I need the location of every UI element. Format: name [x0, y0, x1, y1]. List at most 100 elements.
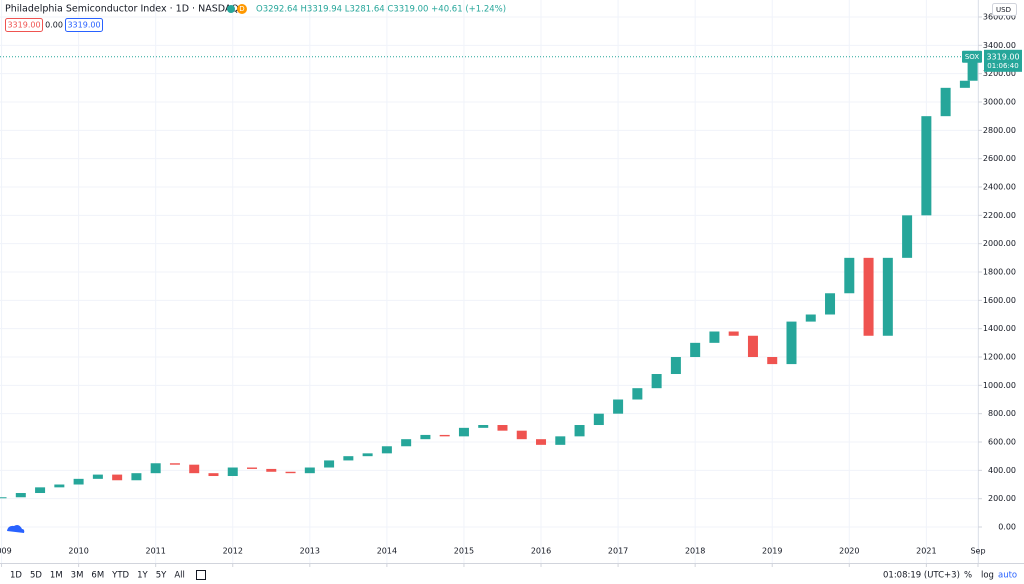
y-tick-label: 2000.00: [983, 239, 1016, 248]
range-button[interactable]: 5Y: [156, 571, 167, 581]
clock: 01:08:19 (UTC+3): [883, 571, 960, 581]
candle: [593, 413, 604, 426]
price-tag: [984, 49, 1022, 72]
candle: [844, 257, 855, 294]
range-button[interactable]: 5D: [30, 571, 42, 581]
y-tick-label: 1400.00: [983, 324, 1016, 333]
candle: [825, 293, 836, 315]
currency-button[interactable]: [992, 3, 1017, 16]
candle: [266, 468, 277, 472]
range-button[interactable]: 3M: [71, 571, 84, 581]
symbol-title: Philadelphia Semiconductor Index · 1D · …: [5, 4, 239, 15]
x-tick-label: 2011: [145, 547, 165, 556]
candle: [285, 471, 296, 474]
candle: [150, 463, 161, 474]
y-tick-label: 3000.00: [983, 98, 1016, 107]
range-button[interactable]: YTD: [111, 571, 129, 581]
candle: [15, 493, 26, 498]
candle: [536, 439, 547, 445]
y-tick-label: 1200.00: [983, 353, 1016, 362]
range-button[interactable]: 1M: [50, 571, 63, 581]
candle: [786, 321, 797, 365]
candle: [805, 314, 816, 322]
x-tick-label: Sep: [970, 547, 985, 556]
ohlc: O3292.64 H3319.94 L3281.64 C3319.00 +40.…: [256, 5, 506, 15]
x-tick-label: 2010: [68, 547, 88, 556]
candle: [362, 453, 373, 457]
candles: [0, 56, 978, 499]
badge: [237, 4, 247, 14]
x-tick-label: 2012: [223, 547, 243, 556]
candle: [709, 331, 720, 343]
status-dot: [227, 5, 235, 13]
log-toggle[interactable]: log: [981, 571, 994, 581]
x-tick-label: 2018: [685, 547, 705, 556]
candle: [632, 388, 643, 400]
y-tick-label: 3200.00: [983, 69, 1016, 78]
y-tick-label: 2600.00: [983, 154, 1016, 163]
y-tick-label: 400.00: [988, 466, 1016, 475]
y-tick-label: 1800.00: [983, 268, 1016, 277]
candle: [247, 467, 258, 469]
price-tag-value: 3319.00: [986, 52, 1019, 61]
candle: [555, 436, 566, 445]
y-tick-label: 200.00: [988, 494, 1016, 503]
y-tick-label: 600.00: [988, 438, 1016, 447]
candle: [169, 463, 180, 465]
candle: [189, 464, 200, 474]
footer: 01:08:19 (UTC+3) % log auto 1D 5D 1M 3M 6M YT…: [10, 570, 1017, 581]
candle: [478, 425, 489, 428]
candle: [516, 430, 527, 440]
range-button[interactable]: 6M: [91, 571, 104, 581]
candle: [967, 56, 978, 81]
auto-toggle[interactable]: auto: [998, 571, 1017, 581]
candle: [420, 434, 431, 440]
candle: [921, 116, 932, 216]
range-button[interactable]: All: [174, 571, 185, 581]
candle: [670, 357, 681, 375]
sell-button[interactable]: [5, 18, 43, 32]
candle: [959, 80, 970, 88]
logo: [7, 525, 25, 533]
range-button[interactable]: 1Y: [137, 571, 148, 581]
x-tick-label: 2009: [0, 547, 12, 556]
y-tick-label: 1600.00: [983, 296, 1016, 305]
candle: [35, 487, 46, 494]
candle: [940, 87, 951, 117]
buy-price[interactable]: 3319.00: [67, 21, 100, 30]
candle: [208, 473, 219, 477]
date-range-icon[interactable]: [196, 570, 206, 580]
x-tick-label: 2021: [916, 547, 936, 556]
candle: [574, 425, 585, 437]
y-tick-label: 2800.00: [983, 126, 1016, 135]
candle: [73, 478, 84, 485]
candle: [902, 215, 913, 258]
symbol-tag-text: SOX: [965, 53, 980, 61]
candle: [131, 473, 142, 481]
x-tick-label: 2017: [608, 547, 628, 556]
range-button[interactable]: 1D: [10, 571, 22, 581]
symbol-tag: [962, 50, 982, 63]
sell-price[interactable]: 3319.00: [7, 21, 40, 30]
spread: 0.00: [45, 21, 63, 30]
y-tick-label: 0.00: [998, 523, 1016, 532]
percent-toggle[interactable]: %: [964, 571, 972, 581]
y-tick-label: 800.00: [988, 409, 1016, 418]
candle: [747, 335, 758, 358]
candle: [92, 474, 103, 479]
candle: [343, 456, 354, 461]
candle: [227, 467, 238, 477]
currency[interactable]: USD: [996, 6, 1011, 14]
x-tick-label: 2013: [300, 547, 320, 556]
y-tick-label: 3600.00: [983, 13, 1016, 22]
candle: [497, 425, 508, 431]
y-tick-label: 2400.00: [983, 183, 1016, 192]
candle: [863, 257, 874, 336]
buy-button[interactable]: [65, 18, 103, 32]
candle: [324, 460, 335, 468]
x-tick-label: 2015: [454, 547, 474, 556]
candle: [439, 434, 450, 437]
grid: [0, 0, 979, 563]
y-tick-label: 3400.00: [983, 41, 1016, 50]
